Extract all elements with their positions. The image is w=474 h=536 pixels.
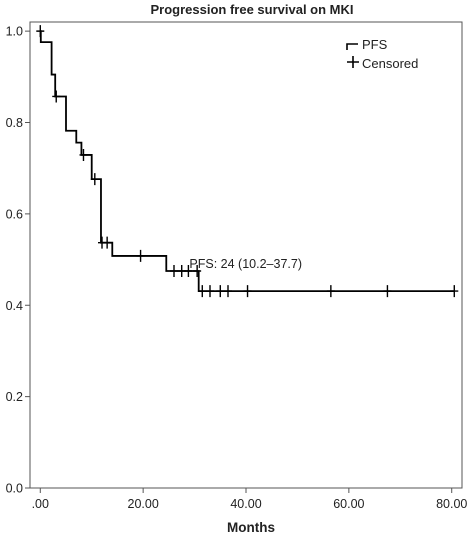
censor-marker [326,285,335,298]
y-axis-ticks: 0.0 0.2 0.4 0.6 0.8 1.0 [6,25,30,496]
censor-marker [170,264,178,277]
censor-markers [36,25,459,298]
censor-marker [136,249,145,262]
censor-marker [450,285,459,298]
x-tick-label: 20.00 [128,497,159,511]
censor-marker [90,173,99,186]
pfs-annotation: PFS: 24 (10.2–37.7) [189,257,302,271]
censor-marker [198,285,207,298]
censor-marker [216,285,225,298]
legend-pfs-label: PFS [362,37,388,52]
x-axis-ticks: .00 20.00 40.00 60.00 80.00 [32,488,467,511]
x-tick-label: 60.00 [333,497,364,511]
censor-marker [206,285,214,298]
legend: PFS Censored [346,37,418,71]
chart-title: Progression free survival on MKI [150,2,353,17]
censor-marker [243,285,252,298]
censor-marker [79,148,88,161]
y-tick-label: 1.0 [6,25,23,39]
pfs-curve [39,30,455,292]
y-tick-label: 0.6 [6,207,23,221]
censor-marker [224,285,232,298]
censor-marker [103,236,112,249]
x-tick-label: 80.00 [436,497,467,511]
censor-marker [184,264,193,277]
legend-censored-label: Censored [362,56,418,71]
censor-marker [52,90,61,103]
legend-pfs-glyph [346,43,358,50]
censor-marker [193,264,202,277]
y-tick-label: 0.8 [6,116,23,130]
censor-marker [36,25,45,38]
plot-frame [29,21,463,489]
y-tick-label: 0.0 [6,482,23,496]
x-tick-label: 40.00 [230,497,261,511]
x-tick-label: .00 [32,497,49,511]
censor-marker [177,264,186,277]
series-layer [39,30,455,292]
censor-marker [383,285,392,298]
legend-censored-glyph [347,56,359,68]
y-tick-label: 0.2 [6,390,23,404]
x-axis-label: Months [227,520,275,535]
axes [29,21,463,489]
y-tick-label: 0.4 [6,299,23,313]
